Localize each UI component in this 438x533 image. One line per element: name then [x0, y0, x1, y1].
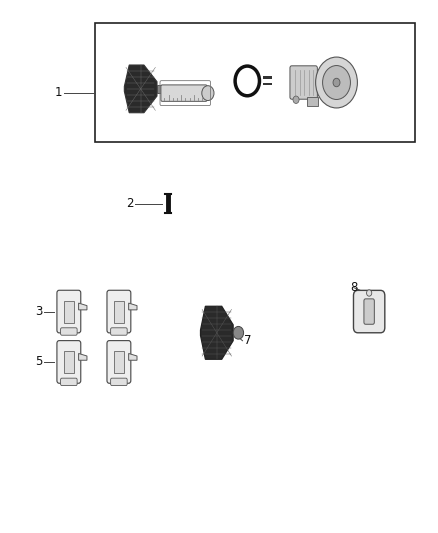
Text: 4: 4 [115, 305, 123, 318]
FancyBboxPatch shape [107, 341, 131, 383]
FancyBboxPatch shape [364, 299, 374, 324]
Circle shape [367, 290, 372, 296]
Polygon shape [78, 353, 87, 360]
FancyBboxPatch shape [111, 378, 127, 385]
Polygon shape [129, 303, 137, 310]
FancyBboxPatch shape [57, 290, 81, 333]
FancyBboxPatch shape [60, 328, 77, 335]
FancyBboxPatch shape [290, 66, 318, 99]
Text: 1: 1 [54, 86, 62, 99]
Circle shape [322, 66, 350, 100]
Text: 2: 2 [126, 197, 134, 211]
Polygon shape [124, 65, 157, 113]
Bar [114, 351, 124, 373]
FancyBboxPatch shape [60, 378, 77, 385]
Text: 6: 6 [115, 356, 123, 368]
Circle shape [202, 86, 214, 101]
Circle shape [316, 57, 357, 108]
Bar [157, 85, 162, 93]
FancyBboxPatch shape [111, 328, 127, 335]
FancyBboxPatch shape [107, 290, 131, 333]
Polygon shape [201, 306, 233, 359]
FancyBboxPatch shape [57, 341, 81, 383]
FancyBboxPatch shape [161, 85, 207, 101]
Bar [95, 22, 415, 142]
Circle shape [293, 96, 299, 103]
Bar [114, 301, 124, 322]
Polygon shape [78, 303, 87, 310]
Bar [262, 83, 272, 85]
Text: 5: 5 [35, 356, 42, 368]
Text: 7: 7 [244, 334, 251, 347]
Bar [307, 97, 318, 106]
FancyBboxPatch shape [353, 290, 385, 333]
Bar [64, 351, 74, 373]
Bar [262, 76, 272, 79]
Circle shape [333, 78, 340, 87]
Text: 8: 8 [350, 281, 357, 294]
Bar [64, 301, 74, 322]
Text: 3: 3 [35, 305, 42, 318]
Polygon shape [129, 353, 137, 360]
Circle shape [233, 326, 244, 339]
